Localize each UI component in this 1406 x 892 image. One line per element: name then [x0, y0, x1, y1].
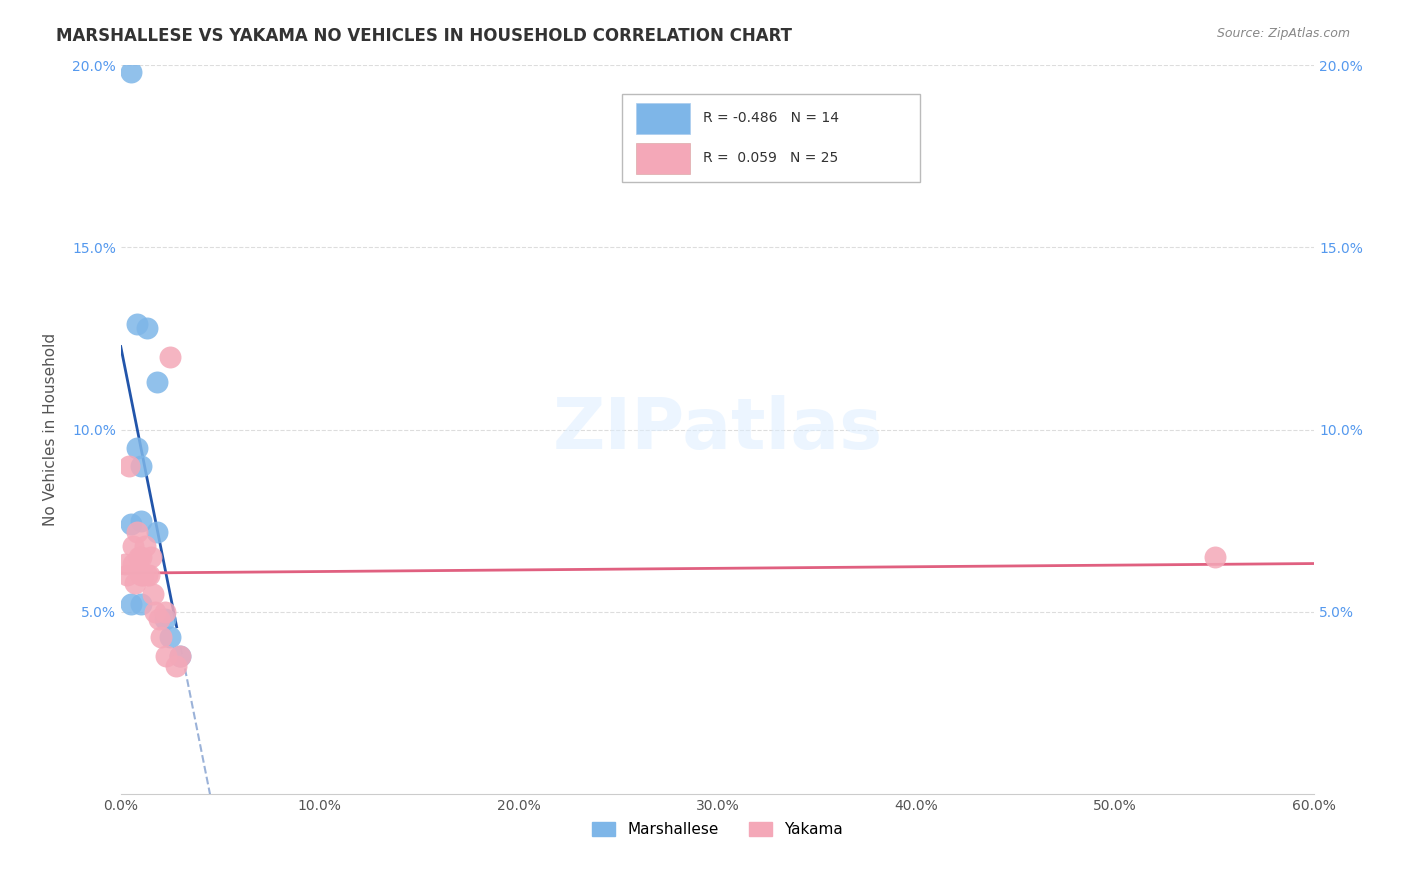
Text: Source: ZipAtlas.com: Source: ZipAtlas.com	[1216, 27, 1350, 40]
Point	[153, 612, 176, 626]
Point	[155, 648, 177, 663]
Point	[153, 605, 176, 619]
FancyBboxPatch shape	[637, 103, 690, 135]
Point	[120, 517, 142, 532]
Text: MARSHALLESE VS YAKAMA NO VEHICLES IN HOUSEHOLD CORRELATION CHART: MARSHALLESE VS YAKAMA NO VEHICLES IN HOU…	[56, 27, 792, 45]
Point	[128, 550, 150, 565]
FancyBboxPatch shape	[621, 95, 921, 182]
Point	[138, 568, 160, 582]
Point	[121, 558, 143, 572]
FancyBboxPatch shape	[637, 143, 690, 175]
Point	[129, 568, 152, 582]
Point	[149, 630, 172, 644]
Point	[134, 539, 156, 553]
Point	[159, 630, 181, 644]
Point	[165, 659, 187, 673]
Point	[131, 568, 153, 582]
Point	[139, 550, 162, 565]
Point	[118, 458, 141, 473]
Point	[169, 648, 191, 663]
Point	[120, 65, 142, 79]
Point	[124, 575, 146, 590]
Point	[135, 320, 157, 334]
Point	[115, 568, 138, 582]
Point	[148, 612, 170, 626]
Point	[125, 441, 148, 455]
Text: R =  0.059   N = 25: R = 0.059 N = 25	[703, 152, 838, 165]
Point	[135, 568, 157, 582]
Point	[129, 598, 152, 612]
Point	[129, 550, 152, 565]
Point	[145, 375, 167, 389]
Point	[129, 458, 152, 473]
Point	[125, 524, 148, 539]
Y-axis label: No Vehicles in Household: No Vehicles in Household	[44, 333, 58, 526]
Legend: Marshallese, Yakama: Marshallese, Yakama	[585, 814, 851, 845]
Point	[145, 524, 167, 539]
Point	[125, 317, 148, 331]
Point	[129, 514, 152, 528]
Point	[120, 598, 142, 612]
Point	[114, 558, 136, 572]
Text: R = -0.486   N = 14: R = -0.486 N = 14	[703, 112, 839, 125]
Point	[121, 539, 143, 553]
Point	[159, 350, 181, 364]
Point	[169, 648, 191, 663]
Point	[142, 586, 165, 600]
Point	[1204, 550, 1226, 565]
Text: ZIPatlas: ZIPatlas	[553, 395, 883, 464]
Point	[143, 605, 166, 619]
